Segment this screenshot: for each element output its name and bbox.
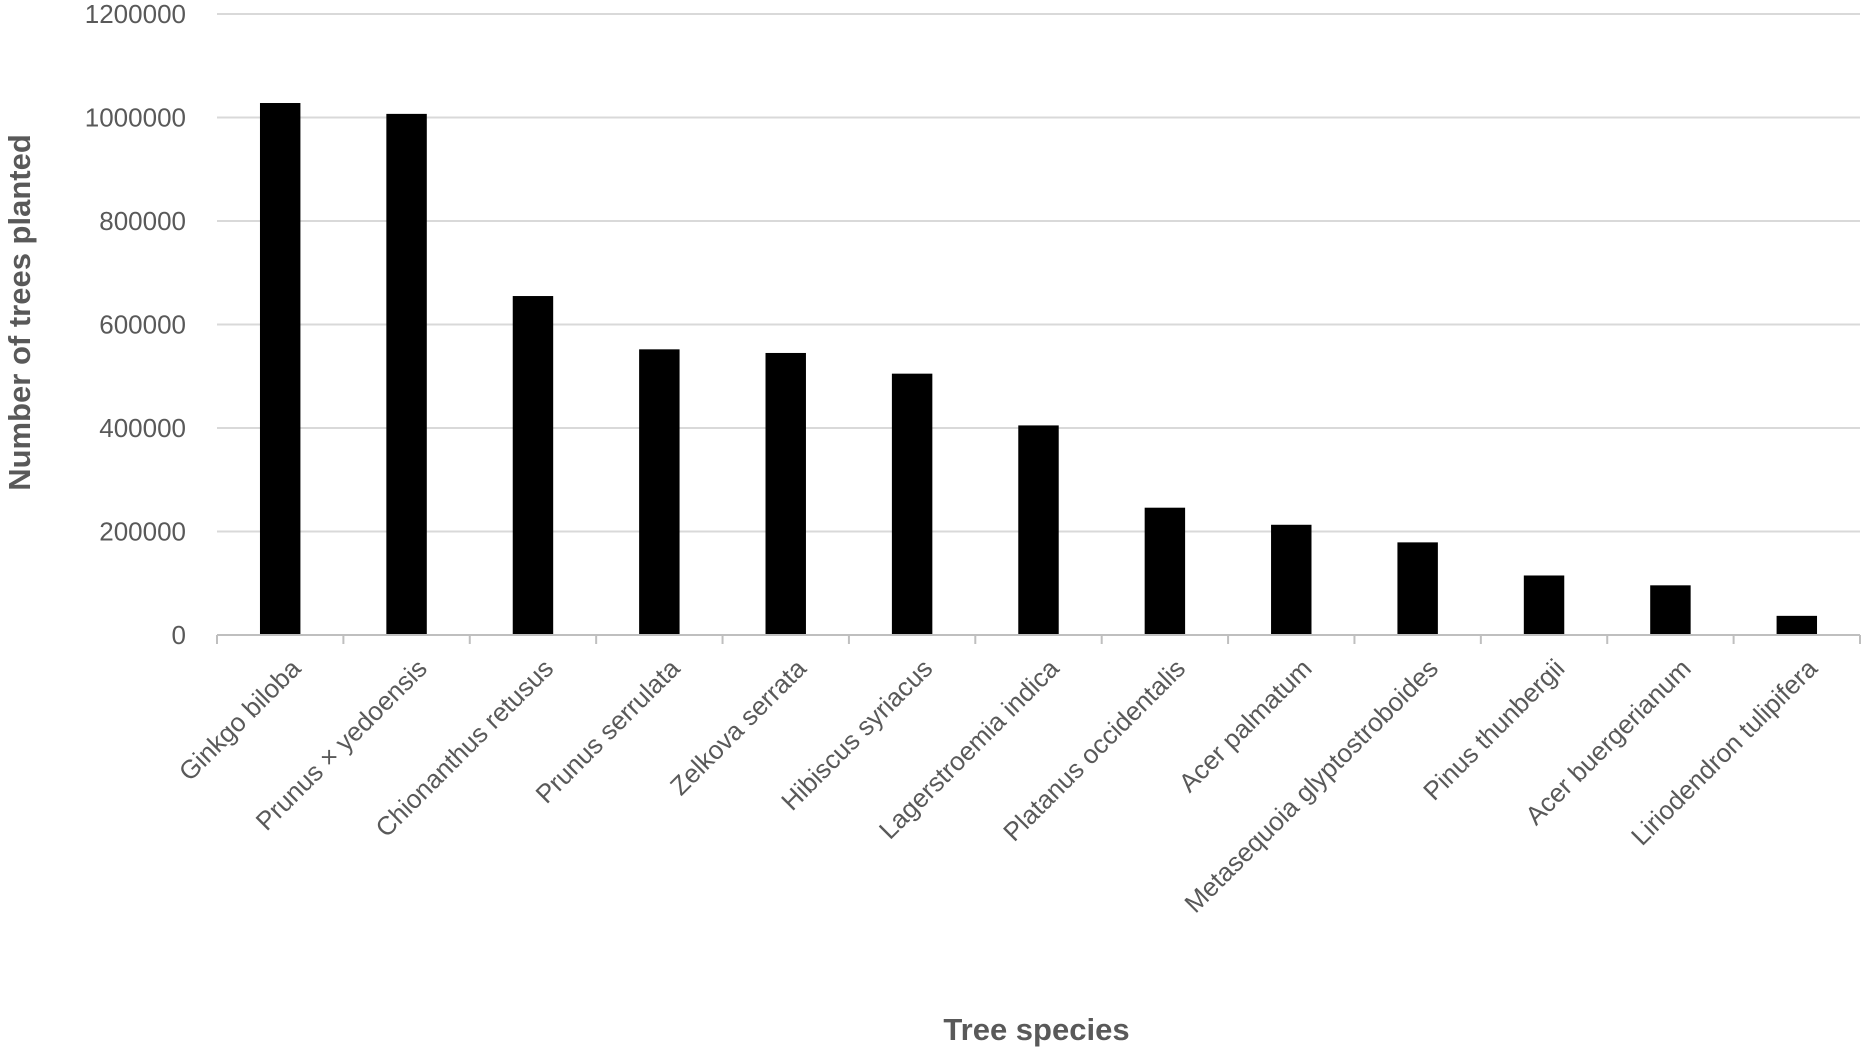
y-tick-label: 1200000 <box>85 0 186 29</box>
bar <box>639 349 680 635</box>
y-tick-label: 200000 <box>99 517 186 547</box>
bar <box>1018 425 1059 635</box>
bars <box>259 103 1818 635</box>
y-tick-labels: 0 200000 400000 600000 800000 1000000 1200000 <box>85 0 186 650</box>
bar <box>386 113 427 635</box>
y-tick-label: 800000 <box>99 206 186 236</box>
bar <box>512 296 554 635</box>
y-tick-label: 1000000 <box>85 103 186 133</box>
y-tick-label: 600000 <box>99 310 186 340</box>
y-tick-label: 400000 <box>99 413 186 443</box>
x-tick-label: Metasequoia glyptostroboides <box>1178 653 1443 918</box>
bar <box>1650 585 1691 635</box>
bar <box>1523 575 1565 635</box>
y-axis-title: Number of trees planted <box>2 134 37 491</box>
bar <box>1144 507 1186 635</box>
bar <box>1271 524 1312 635</box>
x-axis-title: Tree species <box>943 1012 1129 1047</box>
bar <box>891 373 933 635</box>
x-tick-marks <box>216 635 1861 644</box>
y-tick-label: 0 <box>172 620 186 650</box>
bar <box>1776 615 1818 635</box>
bar <box>1397 542 1438 635</box>
bar <box>765 352 806 635</box>
x-tick-label: Ginkgo biloba <box>173 653 307 787</box>
x-tick-label: Acer palmatum <box>1173 653 1318 798</box>
bar <box>259 103 301 635</box>
gridlines <box>217 13 1860 533</box>
